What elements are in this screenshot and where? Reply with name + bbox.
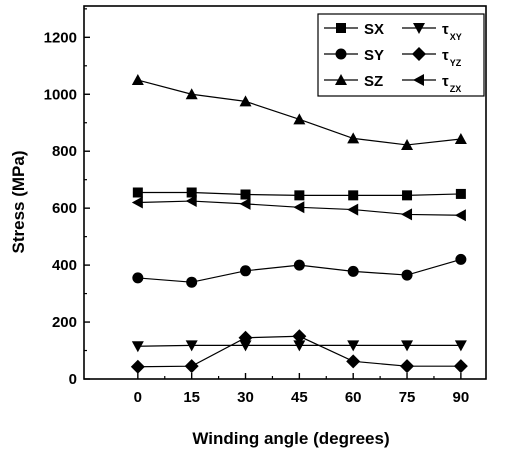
data-point-τyz <box>400 359 415 374</box>
data-point-sy <box>293 259 305 271</box>
data-point-sx <box>455 188 466 199</box>
legend-subscript-τzx: ZX <box>450 84 462 94</box>
legend-marker-sz <box>335 74 347 85</box>
series-sz <box>131 74 467 150</box>
legend-label-sy: SY <box>364 47 384 64</box>
data-point-τzx <box>131 196 143 209</box>
data-point-sx <box>402 190 413 201</box>
data-point-τxy <box>131 341 144 353</box>
x-tick-label: 90 <box>453 389 470 406</box>
series-sx <box>132 187 466 201</box>
y-tick-label: 200 <box>52 314 77 331</box>
series-τyz <box>130 329 468 374</box>
x-tick-label: 75 <box>399 389 416 406</box>
data-point-sy <box>455 253 467 265</box>
data-point-τyz <box>346 354 361 369</box>
data-point-sy <box>186 276 198 288</box>
legend-marker-τyz <box>412 47 426 61</box>
series-τzx <box>131 195 466 222</box>
data-point-τzx <box>347 203 359 216</box>
y-tick-label: 400 <box>52 257 77 274</box>
data-point-τyz <box>292 329 307 344</box>
data-point-τzx <box>454 209 466 222</box>
data-point-sx <box>132 187 143 198</box>
series-layer <box>130 74 468 374</box>
data-point-τzx <box>293 201 305 214</box>
y-axis-title: Stress (MPa) <box>9 151 28 254</box>
data-point-sz <box>454 132 467 144</box>
data-point-τyz <box>130 359 145 374</box>
x-axis-title: Winding angle (degrees) <box>192 429 389 448</box>
data-point-τzx <box>239 197 251 210</box>
y-tick-label: 1200 <box>44 29 77 46</box>
data-point-τxy <box>293 340 306 352</box>
y-tick-label: 800 <box>52 143 77 160</box>
data-point-τxy <box>347 340 360 352</box>
series-sy <box>132 253 467 288</box>
plot-area-border <box>83 5 487 380</box>
data-point-sx <box>294 190 305 201</box>
data-point-τyz <box>238 330 253 345</box>
data-point-sy <box>401 269 413 281</box>
y-tick-label: 0 <box>69 371 77 388</box>
legend-marker-sx <box>336 23 346 33</box>
x-tick-label: 0 <box>134 389 142 406</box>
data-point-sy <box>347 265 359 277</box>
legend-label-sz: SZ <box>364 73 383 90</box>
x-tick-label: 45 <box>291 389 308 406</box>
x-tick-label: 30 <box>237 389 254 406</box>
data-point-τzx <box>185 195 197 208</box>
y-axis-ticks: 0 200 400 600 800 1000 1200 <box>44 8 90 388</box>
legend-marker-τxy <box>413 23 425 34</box>
legend-subscript-τxy: XY <box>450 32 462 42</box>
data-point-τyz <box>453 359 468 374</box>
x-axis-ticks: 0 15 30 45 60 75 90 <box>134 373 470 406</box>
x-tick-label: 15 <box>183 389 200 406</box>
legend-marker-sy <box>335 48 347 60</box>
data-point-τzx <box>401 208 413 221</box>
data-point-sz <box>401 138 414 150</box>
data-point-sy <box>240 265 252 277</box>
data-point-τxy <box>454 340 467 352</box>
x-tick-label: 60 <box>345 389 362 406</box>
data-point-τxy <box>401 340 414 352</box>
data-point-sx <box>348 190 359 201</box>
y-tick-label: 600 <box>52 200 77 217</box>
series-τxy <box>131 340 467 353</box>
data-point-sz <box>347 132 360 144</box>
plot-frame <box>83 5 487 380</box>
data-point-sz <box>185 88 198 100</box>
data-point-τyz <box>184 359 199 374</box>
data-point-sz <box>239 95 252 107</box>
legend-subscript-τyz: YZ <box>450 58 462 68</box>
data-point-sz <box>293 113 306 125</box>
legend-label-sx: SX <box>364 21 384 38</box>
data-point-τxy <box>239 340 252 352</box>
legend-marker-τzx <box>413 74 424 86</box>
data-point-sx <box>186 187 197 198</box>
data-point-τxy <box>185 340 198 352</box>
data-point-sx <box>240 189 251 200</box>
data-point-sy <box>132 272 144 284</box>
y-tick-label: 1000 <box>44 86 77 103</box>
data-point-sz <box>131 74 144 86</box>
